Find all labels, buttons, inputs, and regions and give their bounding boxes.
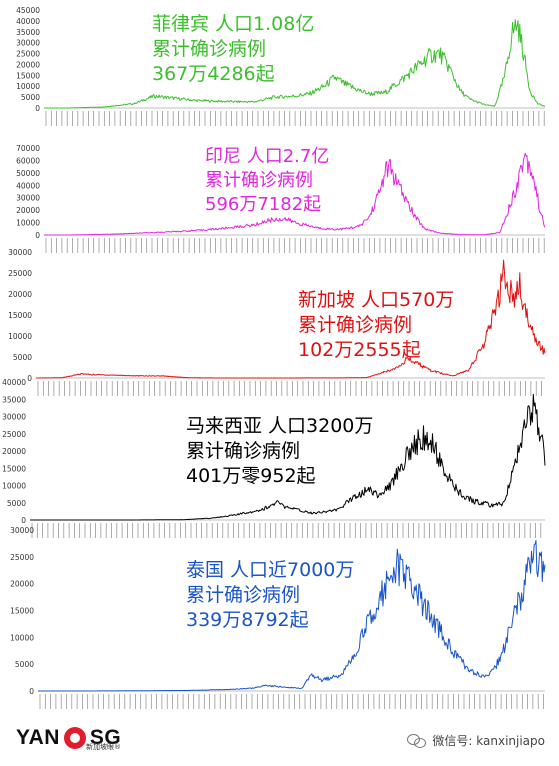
y-tick-label: 30000	[16, 194, 40, 203]
y-tick-label: 15000	[10, 607, 34, 616]
y-tick-label: 20000	[16, 206, 40, 215]
y-tick-label: 0	[35, 231, 40, 240]
y-tick-label: 70000	[16, 144, 40, 153]
y-tick-label: 10000	[16, 219, 40, 228]
wechat-text: 微信号: kanxinjiapo	[432, 734, 545, 748]
wechat-icon	[407, 733, 427, 749]
wechat-id: 微信号: kanxinjiapo	[407, 732, 545, 749]
y-tick-label: 40000	[16, 181, 40, 190]
y-tick-label: 30000	[16, 39, 40, 48]
chart-annotation-line: 367万4286起	[152, 63, 275, 85]
chart-annotation-line: 累计确诊病例	[205, 170, 313, 191]
y-tick-label: 25000	[2, 430, 26, 439]
chart-annotation-line: 新加坡 人口570万	[298, 289, 454, 311]
y-tick-label: 50000	[16, 169, 40, 178]
y-tick-label: 15000	[2, 464, 26, 473]
logo-subtitle: 新加坡眼®	[86, 743, 121, 751]
y-tick-label: 30000	[2, 413, 26, 422]
y-tick-label: 15000	[16, 71, 40, 80]
y-tick-label: 45000	[16, 6, 40, 15]
chart-annotation-line: 596万7182起	[205, 194, 321, 215]
series-line	[44, 19, 546, 109]
chart-annotation-line: 印尼 人口2.7亿	[205, 146, 329, 167]
chart-annotation-line: 102万2555起	[298, 339, 421, 361]
y-tick-label: 10000	[10, 633, 34, 642]
chart-annotation-line: 累计确诊病例	[186, 584, 300, 606]
y-tick-label: 25000	[10, 553, 34, 562]
footer: YAN SG 新加坡眼® 微信号: kanxinjiapo	[0, 718, 559, 766]
y-tick-label: 25000	[16, 50, 40, 59]
y-tick-label: 5000	[15, 660, 34, 669]
y-tick-label: 20000	[16, 60, 40, 69]
y-tick-label: 30000	[8, 248, 32, 257]
y-tick-label: 20000	[10, 580, 34, 589]
y-tick-label: 35000	[16, 28, 40, 37]
y-tick-label: 20000	[2, 447, 26, 456]
y-tick-label: 0	[27, 374, 32, 383]
chart-annotation-line: 累计确诊病例	[152, 38, 266, 60]
y-tick-label: 0	[21, 516, 26, 525]
series-line	[30, 393, 546, 521]
y-tick-label: 10000	[8, 332, 32, 341]
series-line	[44, 152, 546, 236]
y-tick-label: 35000	[2, 395, 26, 404]
y-tick-label: 5000	[21, 93, 40, 102]
yansg-logo: YAN SG	[16, 726, 121, 750]
chart-annotation-line: 339万8792起	[186, 609, 309, 631]
y-tick-label: 20000	[8, 290, 32, 299]
series-line	[36, 259, 546, 379]
logo-mark-icon	[63, 727, 86, 749]
y-tick-label: 10000	[2, 482, 26, 491]
chart-annotation-line: 菲律宾 人口1.08亿	[152, 13, 314, 35]
chart-annotation-line: 泰国 人口近7000万	[186, 559, 354, 581]
y-tick-label: 5000	[7, 499, 26, 508]
chart-annotation-line: 401万零952起	[186, 465, 316, 487]
y-tick-label: 0	[29, 687, 34, 696]
y-tick-label: 0	[35, 104, 40, 113]
y-tick-label: 30000	[10, 526, 34, 535]
y-tick-label: 25000	[8, 269, 32, 278]
y-tick-label: 40000	[2, 378, 26, 387]
y-tick-label: 15000	[8, 311, 32, 320]
y-tick-label: 10000	[16, 82, 40, 91]
y-tick-label: 40000	[16, 17, 40, 26]
y-tick-label: 60000	[16, 156, 40, 165]
logo-right: SG	[89, 726, 122, 749]
series-line	[38, 540, 546, 692]
chart-annotation-line: 马来西亚 人口3200万	[186, 415, 373, 437]
chart-annotation-line: 累计确诊病例	[186, 440, 300, 462]
logo-left: YAN	[16, 726, 60, 749]
chart-annotation-line: 累计确诊病例	[298, 314, 412, 336]
y-tick-label: 5000	[13, 353, 32, 362]
